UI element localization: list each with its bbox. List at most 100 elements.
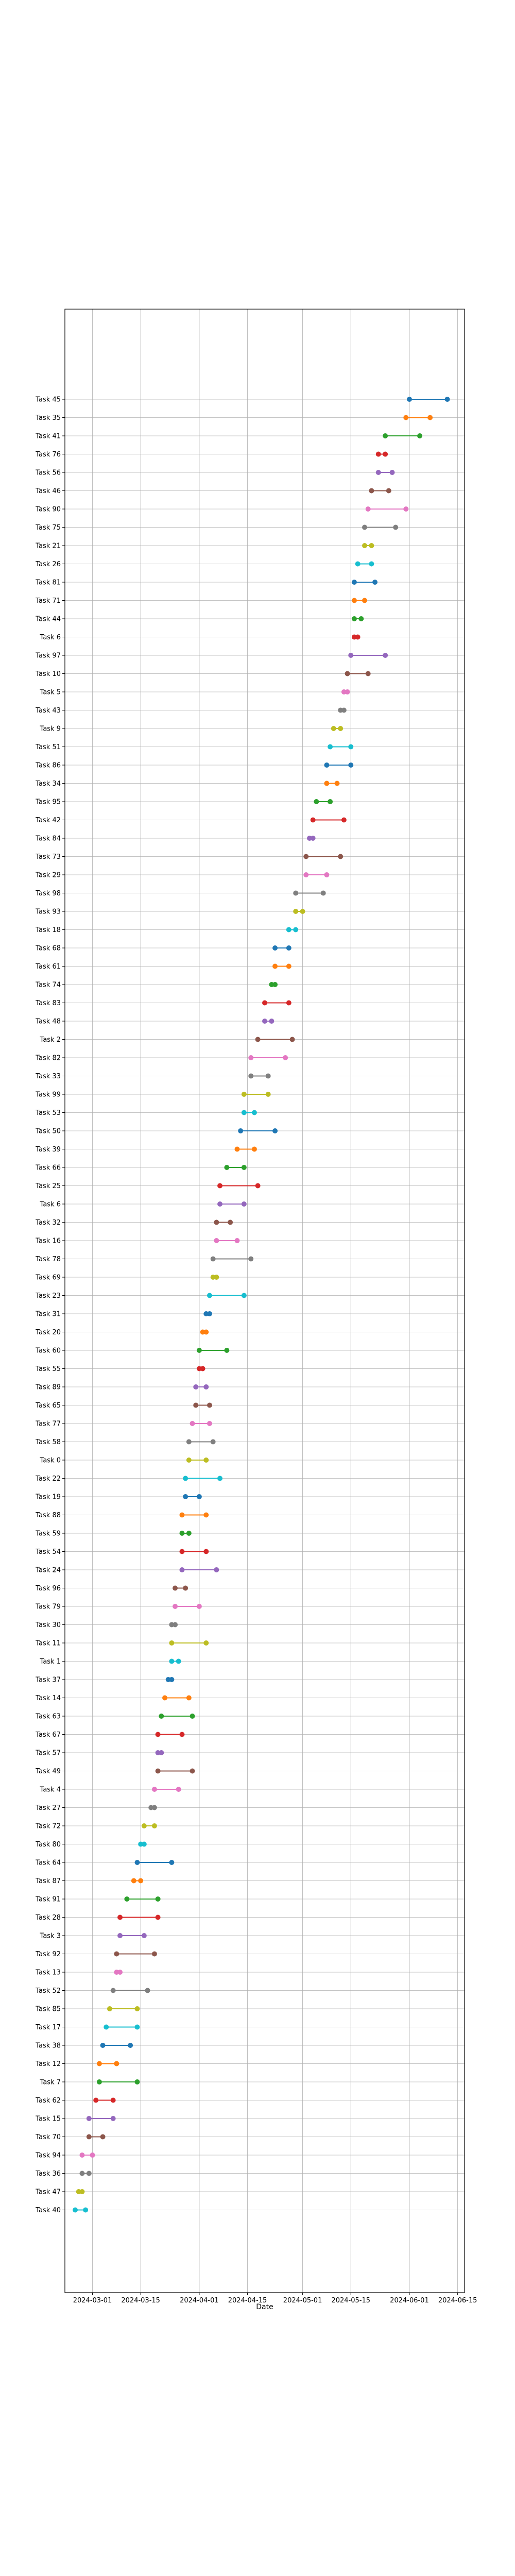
- y-tick-label: Task 23: [35, 1292, 61, 1300]
- task-end-point: [155, 1914, 161, 1920]
- task-dumbbell: [141, 1823, 157, 1828]
- y-tick-label: Task 93: [35, 908, 61, 916]
- task-end-point: [338, 726, 344, 731]
- task-start-point: [193, 1402, 199, 1408]
- task-start-point: [110, 1988, 116, 1993]
- task-start-point: [272, 963, 278, 969]
- task-dumbbell: [338, 707, 347, 713]
- task-end-point: [151, 1805, 157, 1810]
- task-start-point: [169, 1658, 175, 1664]
- task-start-point: [286, 927, 291, 933]
- y-tick-label: Task 59: [35, 1530, 61, 1538]
- task-end-point: [186, 1531, 192, 1536]
- y-tick-label: Task 94: [35, 2152, 61, 2160]
- y-tick-label: Task 99: [35, 1091, 61, 1099]
- task-start-point: [104, 2024, 109, 2030]
- y-tick-label: Task 27: [35, 1804, 61, 1812]
- task-end-point: [272, 982, 278, 987]
- task-start-point: [262, 1000, 267, 1006]
- task-start-point: [241, 1110, 247, 1115]
- task-start-point: [293, 909, 299, 914]
- y-tick-label: Task 96: [35, 1585, 61, 1592]
- task-dumbbell: [173, 1585, 188, 1591]
- task-dumbbell: [93, 2097, 116, 2103]
- y-tick-label: Task 6: [40, 1201, 61, 1209]
- task-start-point: [362, 524, 367, 530]
- task-dumbbell: [190, 1421, 212, 1426]
- y-tick-label: Task 32: [35, 1219, 61, 1227]
- task-dumbbell: [169, 1622, 178, 1628]
- task-start-point: [324, 781, 330, 786]
- task-dumbbell: [362, 543, 374, 548]
- task-start-point: [403, 415, 409, 420]
- task-end-point: [283, 1055, 288, 1060]
- task-dumbbell: [303, 872, 330, 877]
- task-start-point: [173, 1585, 178, 1591]
- task-end-point: [365, 671, 371, 676]
- task-dumbbell: [214, 1238, 240, 1243]
- task-dumbbell: [269, 982, 278, 987]
- task-end-point: [155, 1896, 161, 1902]
- task-end-point: [151, 1951, 157, 1957]
- task-dumbbell: [341, 689, 350, 694]
- task-start-point: [124, 1896, 130, 1902]
- y-tick-label: Task 38: [35, 2042, 61, 2050]
- task-dumbbell: [193, 1402, 212, 1408]
- y-tick-label: Task 83: [35, 999, 61, 1007]
- task-dumbbell: [124, 1896, 161, 1902]
- task-dumbbell: [114, 1970, 123, 1975]
- task-end-point: [328, 799, 333, 804]
- task-dumbbell: [173, 1604, 202, 1609]
- task-end-point: [241, 1293, 247, 1298]
- task-end-point: [151, 1823, 157, 1828]
- task-dumbbell: [162, 1695, 192, 1701]
- task-start-point: [365, 506, 371, 512]
- task-dumbbell: [241, 1092, 271, 1097]
- task-end-point: [207, 1421, 212, 1426]
- y-tick-label: Task 52: [35, 1987, 61, 1995]
- task-end-point: [300, 909, 305, 914]
- task-end-point: [348, 762, 354, 768]
- task-start-point: [375, 470, 381, 475]
- task-start-point: [345, 671, 350, 676]
- y-axis-ticks: Task 45 Task 35 Task 41 Task 76 Task 56 Task …: [35, 396, 65, 2214]
- task-start-point: [117, 1933, 123, 1938]
- task-end-point: [241, 1165, 247, 1170]
- task-start-point: [362, 543, 367, 548]
- task-end-point: [345, 689, 350, 694]
- task-dumbbell: [131, 1878, 144, 1884]
- task-end-point: [83, 2207, 89, 2213]
- task-end-point: [265, 1073, 271, 1079]
- y-tick-label: Task 7: [40, 2079, 61, 2087]
- y-tick-label: Task 42: [35, 817, 61, 824]
- task-dumbbell: [117, 1933, 147, 1938]
- task-dumbbell: [238, 1128, 278, 1133]
- y-tick-label: Task 1: [40, 1658, 61, 1666]
- task-dumbbell: [86, 2116, 116, 2121]
- y-tick-label: Task 63: [35, 1713, 61, 1721]
- task-dumbbell: [306, 836, 316, 841]
- task-start-point: [186, 1458, 192, 1463]
- task-end-point: [403, 506, 409, 512]
- task-start-point: [351, 598, 357, 603]
- task-dumbbell: [355, 561, 374, 567]
- task-dumbbell: [186, 1458, 209, 1463]
- task-end-point: [90, 2153, 95, 2158]
- task-start-point: [162, 1695, 167, 1701]
- task-dumbbell: [155, 1732, 185, 1737]
- task-dumbbell: [151, 1787, 181, 1792]
- y-tick-label: Task 74: [35, 981, 61, 989]
- task-dumbbell: [159, 1714, 195, 1719]
- task-start-point: [369, 488, 374, 494]
- y-tick-label: Task 30: [35, 1621, 61, 1629]
- y-tick-label: Task 18: [35, 926, 61, 934]
- task-end-point: [251, 1110, 257, 1115]
- y-tick-label: Task 79: [35, 1603, 61, 1611]
- task-dumbbell: [331, 726, 344, 731]
- task-end-point: [324, 872, 330, 877]
- task-dumbbell: [114, 1951, 157, 1957]
- y-tick-label: Task 31: [35, 1311, 61, 1318]
- y-tick-label: Task 68: [35, 945, 61, 953]
- task-dumbbell: [76, 2189, 85, 2194]
- task-end-point: [427, 415, 433, 420]
